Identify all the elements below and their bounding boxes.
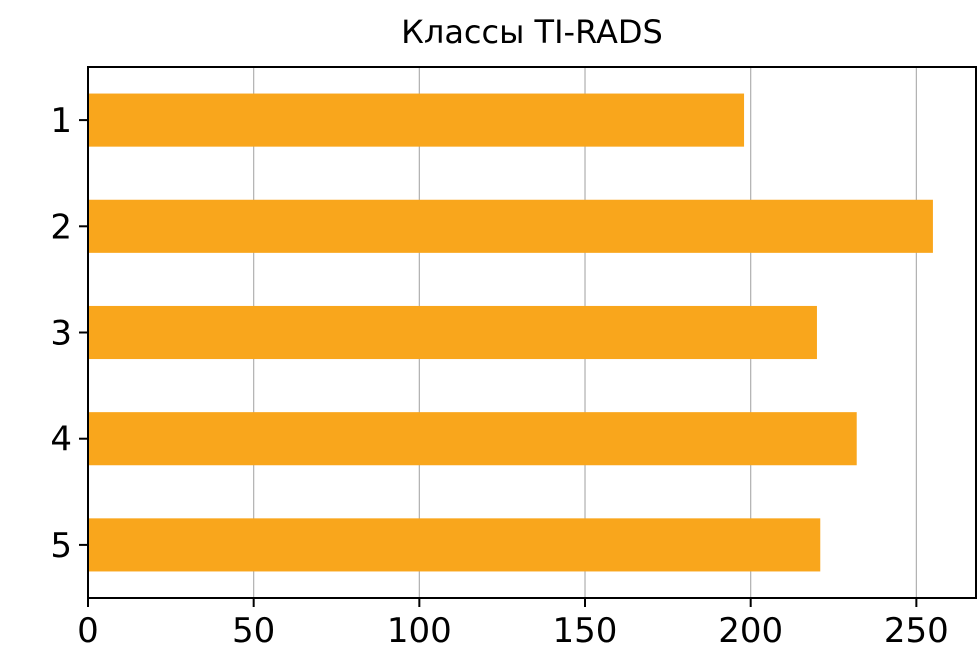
bar-5 (88, 518, 821, 572)
x-tick-label: 50 (232, 611, 275, 651)
y-tick-label: 1 (50, 101, 72, 141)
x-tick-label: 150 (553, 611, 618, 651)
x-tick-label: 100 (387, 611, 452, 651)
x-axis: 0 50 100 150 200 250 (77, 598, 949, 651)
chart-title: Классы TI-RADS (401, 13, 663, 51)
y-tick-label: 3 (50, 314, 72, 354)
y-tick-label: 5 (50, 526, 72, 566)
bar-3 (88, 305, 817, 360)
bar-1 (88, 93, 745, 147)
x-tick-label: 200 (718, 611, 783, 651)
bar-2 (88, 199, 933, 253)
y-tick-label: 4 (50, 420, 72, 460)
x-tick-label: 250 (884, 611, 949, 651)
y-axis: 1 2 3 4 5 (50, 101, 88, 566)
bar-4 (88, 412, 857, 466)
bars (88, 93, 933, 572)
y-tick-label: 2 (50, 207, 72, 247)
x-tick-label: 0 (77, 611, 99, 651)
